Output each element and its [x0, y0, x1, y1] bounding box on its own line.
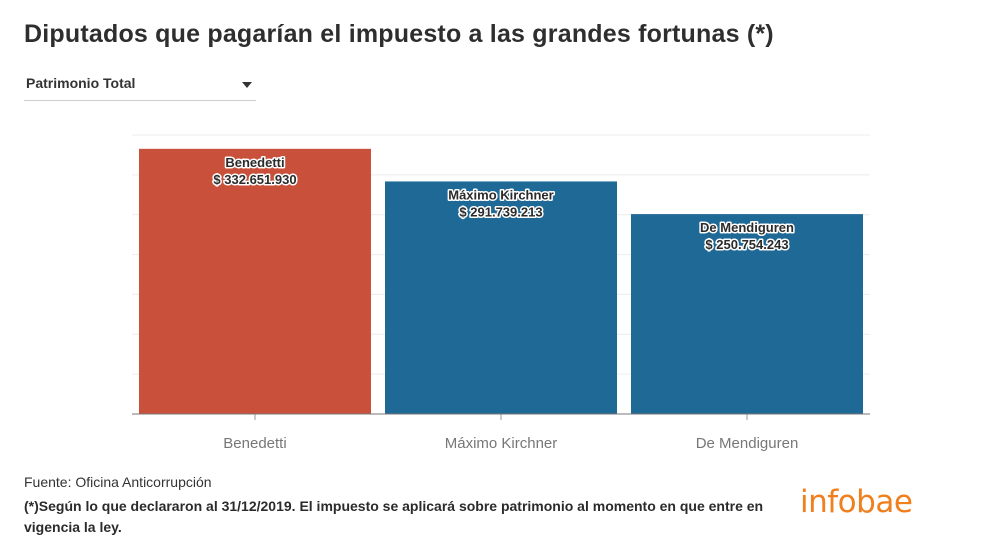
- bar[interactable]: [139, 148, 371, 414]
- x-tick-label: De Mendiguren: [696, 435, 799, 452]
- bar-label-name: Benedetti: [225, 155, 284, 170]
- source-text: Fuente: Oficina Anticorrupción: [24, 474, 212, 490]
- bar-label-value: $ 291.739.213: [459, 204, 542, 219]
- bar[interactable]: [631, 214, 863, 414]
- bar-labels: Benedetti $ 332.651.930 Máximo Kirchner $ 2…: [212, 153, 796, 253]
- bars: [139, 148, 863, 414]
- footnote-text: (*)Según lo que declararon al 31/12/2019…: [24, 498, 764, 535]
- metric-dropdown-value: Patrimonio Total: [26, 75, 136, 91]
- bar-label-value: $ 332.651.930: [213, 172, 296, 187]
- bar-label-name: Máximo Kirchner: [448, 187, 553, 202]
- chart-title: Diputados que pagarían el impuesto a las…: [24, 20, 774, 48]
- x-tick-label: Máximo Kirchner: [445, 435, 558, 452]
- x-tick-label: Benedetti: [223, 435, 286, 452]
- bar-label-value: $ 250.754.243: [705, 237, 788, 252]
- metric-dropdown[interactable]: Patrimonio Total: [24, 72, 256, 101]
- x-axis: Benedetti Máximo Kirchner De Mendiguren: [132, 413, 870, 452]
- bar[interactable]: [385, 181, 617, 414]
- bar-label-name: De Mendiguren: [700, 220, 794, 235]
- chevron-down-icon: [242, 82, 252, 88]
- infobae-logo[interactable]: infobae: [800, 484, 913, 520]
